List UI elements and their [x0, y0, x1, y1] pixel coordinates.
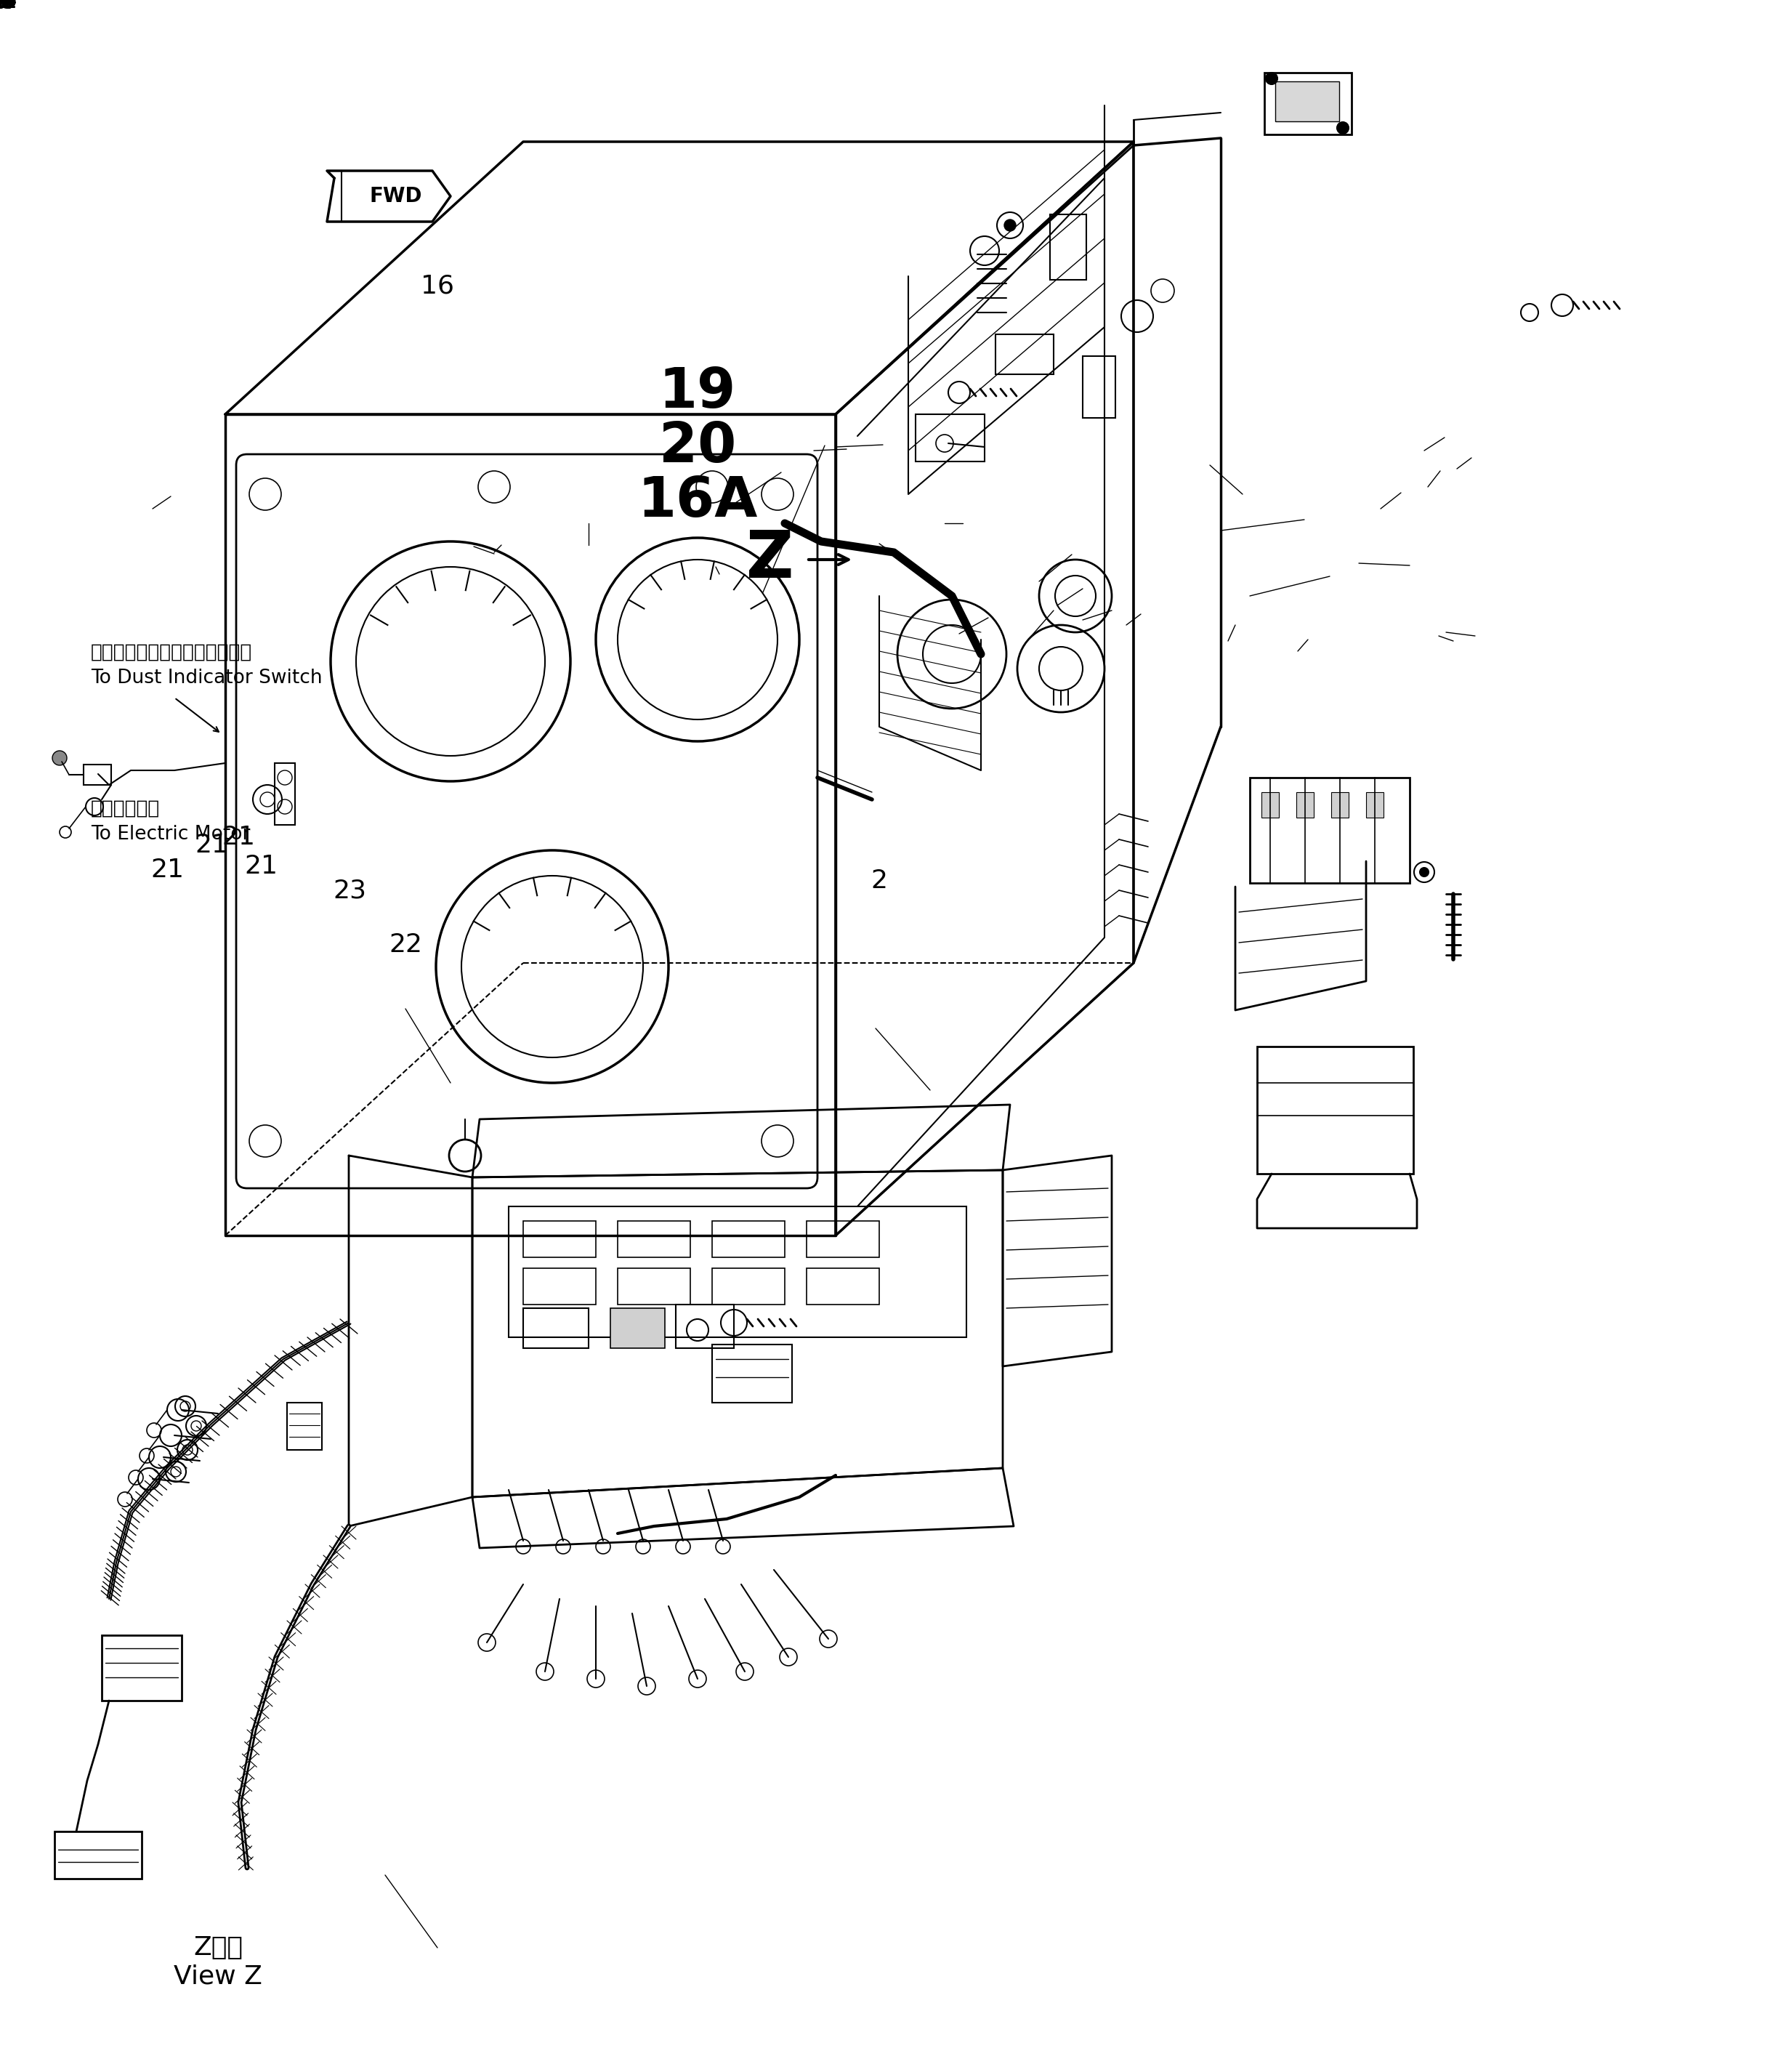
Bar [1082, 356, 1115, 419]
Text: 13: 13 [0, 0, 18, 12]
Text: To Electric Motor: To Electric Motor [90, 825, 251, 843]
Bar [807, 1220, 879, 1258]
Text: 15: 15 [0, 0, 18, 12]
Text: 14: 14 [0, 0, 18, 12]
Text: 28: 28 [0, 0, 18, 12]
Text: 22: 22 [0, 0, 18, 12]
Bar [288, 1403, 321, 1450]
Circle shape [1419, 868, 1428, 876]
Text: 16: 16 [0, 0, 18, 12]
Bar [1366, 792, 1384, 818]
Text: 30: 30 [0, 0, 18, 12]
Bar [1264, 73, 1352, 135]
Bar [522, 1220, 597, 1258]
Bar [1257, 1046, 1414, 1173]
Text: 電動モータへ: 電動モータへ [90, 800, 161, 818]
Bar [618, 1220, 690, 1258]
Text: 24: 24 [0, 0, 18, 12]
Text: 16: 16 [422, 274, 454, 298]
Text: 27: 27 [0, 0, 18, 12]
Text: 5: 5 [0, 0, 9, 12]
Text: 23: 23 [334, 879, 365, 903]
Bar [83, 765, 111, 785]
Text: 18: 18 [0, 0, 18, 12]
Circle shape [1266, 73, 1278, 85]
Text: 24: 24 [0, 0, 18, 12]
Text: Z　視: Z 視 [194, 1935, 244, 1960]
Text: View Z: View Z [173, 1964, 263, 1989]
Text: 12: 12 [0, 0, 18, 12]
Bar [102, 1635, 182, 1701]
Bar [618, 1268, 690, 1305]
Text: Z: Z [747, 528, 794, 593]
Text: 9: 9 [0, 0, 9, 12]
Bar [55, 1832, 141, 1879]
Bar [995, 334, 1054, 375]
Bar [508, 1206, 967, 1336]
Text: 6: 6 [0, 0, 9, 12]
Bar [1296, 792, 1313, 818]
Text: 4: 4 [0, 0, 9, 12]
Text: 2: 2 [870, 868, 888, 893]
Text: 16A: 16A [637, 474, 757, 528]
Bar [711, 1345, 792, 1403]
Circle shape [53, 750, 67, 765]
Text: To Dust Indicator Switch: To Dust Indicator Switch [90, 669, 323, 688]
Text: ダストインジケータスイッチへ: ダストインジケータスイッチへ [90, 642, 252, 663]
Text: 2: 2 [0, 0, 9, 12]
Text: 21: 21 [152, 858, 184, 883]
Text: 11: 11 [0, 0, 18, 12]
Bar [1050, 213, 1085, 280]
Text: 7: 7 [0, 0, 9, 12]
Text: 21: 21 [222, 825, 254, 850]
Circle shape [1004, 220, 1017, 232]
Bar [522, 1268, 597, 1305]
Circle shape [1338, 122, 1348, 135]
Text: 19: 19 [658, 365, 736, 419]
Text: 10: 10 [0, 0, 18, 12]
Bar [676, 1305, 734, 1349]
Text: 21: 21 [196, 833, 228, 858]
Text: 29: 29 [0, 0, 18, 12]
Bar [1262, 792, 1280, 818]
Bar [522, 1307, 588, 1349]
Bar [275, 762, 295, 825]
Text: 26: 26 [0, 0, 18, 12]
Text: 17: 17 [0, 0, 18, 12]
Text: FWD: FWD [369, 186, 422, 207]
Bar [1331, 792, 1348, 818]
Bar [807, 1268, 879, 1305]
Text: 4: 4 [0, 0, 9, 12]
Bar [711, 1220, 785, 1258]
Bar [916, 414, 985, 462]
Text: 8: 8 [0, 0, 9, 12]
Text: 1: 1 [0, 0, 9, 12]
Text: 25: 25 [0, 0, 18, 12]
Text: 3: 3 [0, 0, 9, 12]
Text: 21: 21 [245, 854, 277, 879]
Bar [611, 1307, 665, 1349]
Text: 20: 20 [658, 421, 736, 474]
Bar [1250, 777, 1410, 883]
Text: 3: 3 [0, 0, 9, 12]
Bar [1276, 81, 1340, 122]
Text: 22: 22 [390, 932, 422, 957]
Bar [711, 1268, 785, 1305]
